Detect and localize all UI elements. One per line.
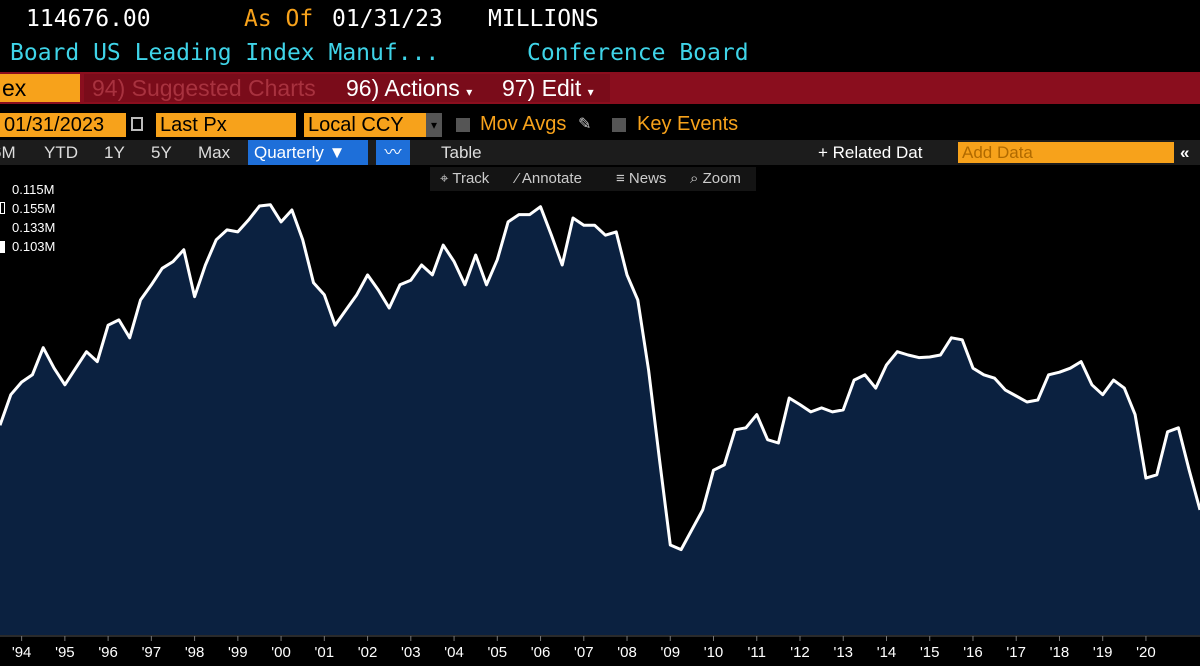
units: MILLIONS [488,6,599,32]
range-button[interactable]: 5Y [151,143,172,162]
x-tick-label: '06 [531,644,551,661]
x-tick-label: '07 [574,644,594,661]
x-tick-label: '08 [617,644,637,661]
mov-avgs[interactable]: Mov Avgs [480,113,567,135]
x-tick-label: '19 [1093,644,1113,661]
legend-marker [0,202,5,214]
pencil-icon[interactable]: ✎ [578,116,592,133]
field-select[interactable]: Last Px [156,113,296,137]
news-tool[interactable]: ≡ News [616,170,667,187]
x-tick-label: '20 [1136,644,1156,661]
edit-label: 97) Edit [502,75,582,101]
x-tick-label: '10 [704,644,724,661]
range-button[interactable]: 6M [0,143,16,162]
legend-box [0,178,68,262]
legend-high: 0.155M [12,201,56,216]
range-button[interactable]: YTD [44,143,78,162]
legend-marker [0,241,5,253]
x-tick-label: '96 [98,644,118,661]
edit-menu[interactable]: 97) Edit ▾ [494,74,610,102]
suggested-charts[interactable]: 94) Suggested Charts [84,74,338,102]
period-select[interactable]: Quarterly ▼ [248,140,368,165]
x-tick-label: '09 [660,644,680,661]
legend-last: 0.115M [12,182,55,197]
x-tick-label: '04 [444,644,464,661]
related-data[interactable]: + Related Dat [818,143,923,162]
dropdown-arrow[interactable]: ▾ [426,113,442,137]
track-tool[interactable]: ⌖ Track [440,170,490,187]
related-label: Related Dat [832,143,923,162]
x-tick-label: '18 [1050,644,1070,661]
legend-low: 0.103M [12,239,56,254]
area-fill [0,204,1200,635]
x-tick-label: '99 [228,644,248,661]
legend-average: 0.133M [12,220,56,235]
actions-menu[interactable]: 96) Actions ▾ [338,74,496,102]
range-button[interactable]: 1Y [104,143,125,162]
calendar-icon[interactable] [131,117,143,131]
tool-bar [430,167,756,191]
actions-label: 96) Actions [346,75,460,101]
date-field[interactable]: 01/31/2023 [0,113,126,137]
zoom-tool[interactable]: ⌕ Zoom [690,170,741,187]
series-line [0,203,1200,552]
security-name: Board US Leading Index Manuf... [10,40,440,66]
x-tick-label: '05 [488,644,508,661]
x-tick-label: '98 [185,644,205,661]
x-tick-label: '14 [877,644,897,661]
x-tick-label: '02 [358,644,378,661]
as-of-label: As Of [244,6,314,32]
x-tick-label: '97 [142,644,162,661]
x-tick-label: '15 [920,644,940,661]
x-tick-label: '94 [12,644,32,661]
last-value: 114676.00 [26,6,151,32]
key-events[interactable]: Key Events [637,113,739,135]
annotate-tool[interactable]: ⁄ Annotate [516,170,582,187]
x-tick-label: '01 [315,644,335,661]
range-button[interactable]: Max [198,143,231,162]
collapse-button[interactable]: « [1180,143,1190,162]
x-tick-label: '12 [790,644,810,661]
checkbox[interactable] [612,118,626,132]
tool-label: Zoom [702,170,741,187]
as-of-date: 01/31/23 [332,6,443,32]
x-axis-strip [0,635,1200,666]
table-button[interactable]: Table [441,143,482,162]
tool-label: Track [452,170,490,187]
x-tick-label: '16 [963,644,983,661]
add-data-field[interactable]: Add Data [958,142,1174,163]
tool-label: News [628,170,667,187]
source: Conference Board [527,40,749,66]
currency-select[interactable]: Local CCY [304,113,428,137]
x-tick-label: '03 [401,644,421,661]
tool-label: Annotate [521,170,582,187]
checkbox[interactable] [456,118,470,132]
x-tick-label: '00 [271,644,291,661]
x-tick-label: '11 [748,644,766,661]
period-label: Quarterly [254,143,324,162]
x-tick-label: '95 [55,644,75,661]
x-tick-label: '13 [833,644,853,661]
chart-icon[interactable]: 〰 [376,140,410,165]
x-tick-label: '17 [1006,644,1026,661]
ticker-field[interactable]: ex [0,74,80,102]
